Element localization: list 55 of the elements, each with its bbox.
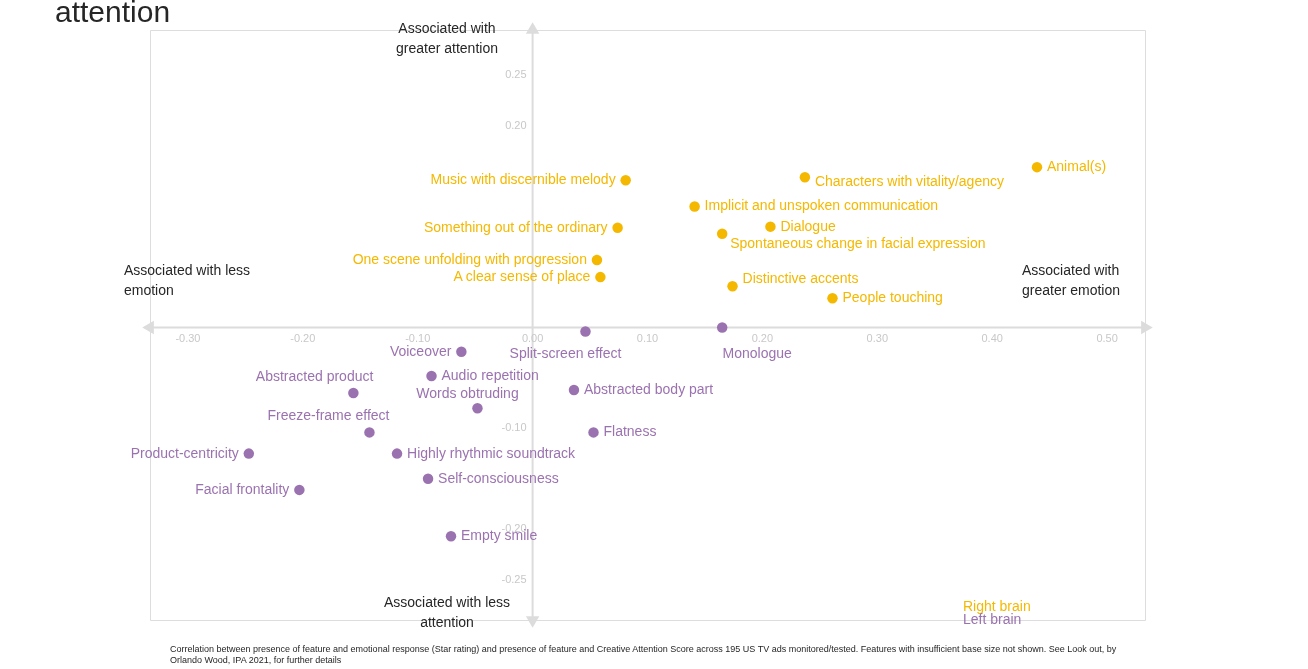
point xyxy=(294,484,305,496)
point xyxy=(591,254,603,266)
point xyxy=(568,384,580,396)
annotation: Split-screen effect xyxy=(509,344,622,361)
annotation: One scene unfolding with progression xyxy=(352,250,587,267)
annotation: Characters with vitality/agency xyxy=(814,173,1004,190)
point xyxy=(765,221,776,232)
point xyxy=(580,326,591,337)
annotation: Associated with greater emotion xyxy=(1022,262,1121,298)
text: Correlation between presence of feature and emotional response (Star rating) and presence of feature and Creative Attention Score across 195 US TV ads monitored/tested. Features with insufficient base size not shown. See Look out, by Orlando Wood, IPA 2021, for further details xyxy=(170,644,1117,665)
point xyxy=(799,172,811,183)
annotation: Audio repetition xyxy=(441,366,539,383)
chart-title: attention xyxy=(55,0,171,28)
point xyxy=(716,322,728,333)
point xyxy=(588,427,599,438)
point xyxy=(422,473,434,485)
point xyxy=(689,201,700,212)
annotation: Associated with less emotion xyxy=(124,262,251,298)
point xyxy=(364,427,375,438)
annotation: Dialogue xyxy=(780,217,836,234)
annotation: Implicit and unspoken communication xyxy=(704,197,939,214)
point xyxy=(1031,161,1043,173)
annotation: A clear sense of place xyxy=(453,268,591,285)
annotation: Animal(s) xyxy=(1047,158,1107,175)
annotation: Something out of the ordinary xyxy=(423,218,608,235)
point xyxy=(445,531,457,542)
point xyxy=(426,370,437,382)
point xyxy=(827,293,838,304)
point xyxy=(456,346,467,357)
annotation: Facial frontality xyxy=(195,480,290,497)
annotation: Voiceover xyxy=(389,342,452,359)
annotation: Monologue xyxy=(722,344,793,361)
annotation: Flatness xyxy=(603,423,657,440)
annotation: Product-centricity xyxy=(130,444,239,461)
annotation: People touching xyxy=(842,289,943,306)
annotation: Abstracted product xyxy=(255,368,374,385)
point xyxy=(620,175,631,186)
annotation: Words obtruding xyxy=(416,385,519,402)
annotation: Associated with greater attention xyxy=(396,20,498,56)
annotation: Abstracted body part xyxy=(583,381,714,398)
point xyxy=(612,222,623,233)
annotation: Music with discernible melody xyxy=(430,171,616,188)
point xyxy=(716,228,728,239)
annotation: Distinctive accents xyxy=(742,270,859,287)
point xyxy=(243,448,255,459)
point xyxy=(391,448,403,459)
point xyxy=(472,402,483,414)
point xyxy=(348,387,359,399)
point xyxy=(727,280,738,292)
point xyxy=(595,271,606,283)
annotation: Self-consciousness xyxy=(438,469,559,486)
annotation: Associated with less attention xyxy=(383,594,511,630)
annotation: Freeze-frame effect xyxy=(267,407,390,424)
annotation: Highly rhythmic soundtrack xyxy=(407,444,577,461)
annotation: Spontaneous change in facial expression xyxy=(730,234,986,251)
